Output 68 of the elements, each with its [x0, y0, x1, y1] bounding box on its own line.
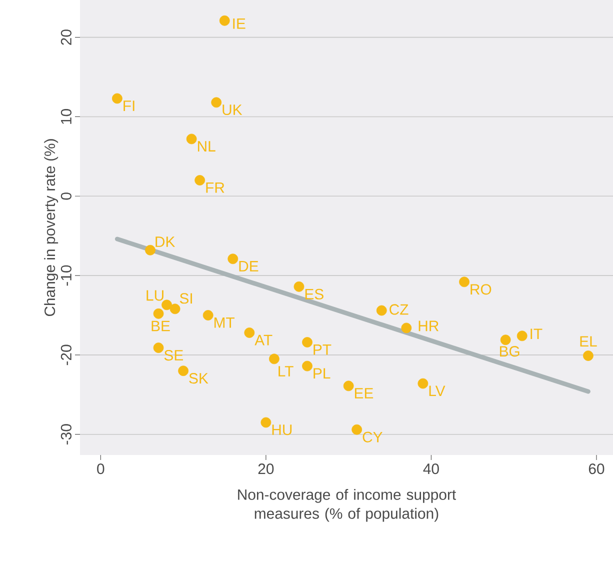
- point: [112, 93, 122, 104]
- point: [162, 300, 172, 310]
- annotation: IE: [233, 18, 246, 29]
- point: [352, 424, 362, 435]
- point: [516, 330, 528, 342]
- point: [194, 175, 206, 186]
- point: [401, 322, 412, 334]
- point: [268, 354, 280, 364]
- annotation: SI: [180, 293, 192, 304]
- point: [302, 337, 312, 348]
- annotation: AT: [254, 334, 272, 346]
- annotation: CY: [362, 432, 382, 442]
- annotation: BE: [152, 320, 170, 332]
- point: [153, 308, 164, 319]
- y-tick-label: -30: [60, 424, 72, 444]
- point: [153, 342, 164, 353]
- point: [211, 97, 222, 108]
- y-axis-title: Change in poverty rate (%): [44, 139, 58, 316]
- point: [583, 350, 594, 361]
- point: [228, 254, 238, 264]
- annotation: NL: [198, 141, 216, 152]
- annotation: MT: [214, 317, 235, 328]
- annotation: RO: [470, 284, 492, 295]
- annotation: EL: [580, 336, 597, 347]
- annotation: DE: [239, 261, 258, 272]
- annotation: ES: [305, 288, 324, 300]
- y-tick-label: -20: [60, 344, 72, 366]
- annotation: SK: [189, 373, 208, 384]
- annotation: LT: [278, 366, 294, 376]
- point: [244, 328, 255, 338]
- y-tick-label: -10: [60, 265, 72, 286]
- annotation: HR: [418, 320, 438, 332]
- x-tick-label: 40: [423, 464, 439, 474]
- x-tick-label: 60: [588, 464, 604, 474]
- annotation: EE: [354, 388, 374, 398]
- annotation: LV: [429, 386, 446, 396]
- annotation: BG: [500, 346, 520, 357]
- x-tick-label: 20: [258, 464, 274, 474]
- point: [170, 304, 180, 314]
- point: [260, 417, 272, 428]
- point: [202, 310, 214, 320]
- annotation: PL: [314, 368, 330, 379]
- annotation: UK: [222, 104, 242, 116]
- x-axis-title: Non-coverage of income support measures (% of population): [238, 488, 456, 522]
- y-tick-label: 10: [60, 109, 72, 124]
- y-tick-label: 20: [60, 30, 72, 45]
- x-tick-label: 0: [97, 464, 104, 474]
- annotation: FI: [124, 100, 134, 111]
- point: [459, 276, 470, 288]
- point: [219, 15, 230, 26]
- point: [376, 305, 387, 316]
- annotation: LU: [146, 290, 164, 301]
- annotation: IT: [530, 328, 542, 340]
- point: [302, 360, 312, 372]
- annotation: FR: [206, 182, 224, 193]
- annotation: CZ: [390, 304, 408, 315]
- point: [178, 366, 188, 376]
- annotation: PT: [314, 344, 332, 355]
- annotation: HU: [272, 424, 292, 436]
- point: [343, 380, 354, 392]
- annotation: DK: [156, 236, 176, 247]
- point: [186, 134, 197, 144]
- point: [500, 334, 511, 346]
- point: [418, 378, 428, 389]
- annotation: SE: [164, 350, 183, 361]
- y-tick-label: 0: [60, 192, 72, 200]
- point: [145, 244, 156, 256]
- point: [294, 281, 304, 292]
